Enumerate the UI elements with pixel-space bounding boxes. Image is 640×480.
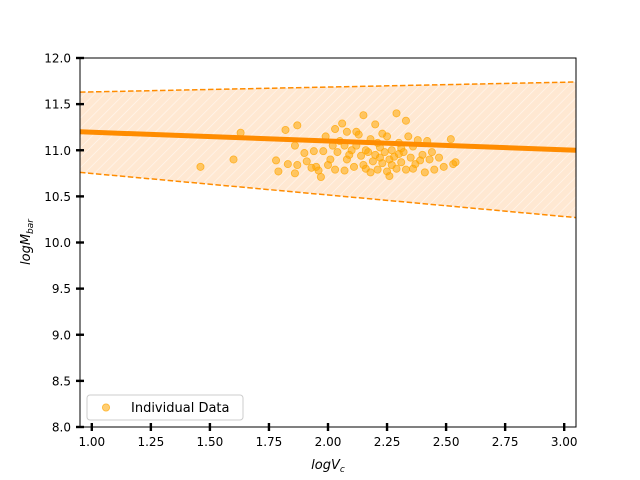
scatter-point — [392, 164, 401, 173]
scatter-point — [281, 125, 290, 134]
scatter-point — [401, 165, 410, 174]
scatter-point — [418, 150, 427, 159]
scatter-point — [366, 168, 375, 177]
x-tick-label: 1.75 — [256, 435, 283, 449]
scatter-point — [338, 119, 347, 128]
y-tick-label: 12.0 — [44, 52, 71, 66]
scatter-point — [274, 167, 283, 176]
scatter-point — [385, 172, 394, 181]
x-tick-label: 2.00 — [315, 435, 342, 449]
y-axis-label: logMbar — [19, 218, 36, 265]
legend-marker — [102, 403, 111, 412]
x-axis-label-subscript: c — [340, 465, 345, 475]
scatter-point — [439, 162, 448, 171]
scatter-point — [309, 147, 318, 156]
legend: Individual Data — [86, 394, 244, 421]
scatter-point — [290, 169, 299, 178]
x-tick-label: 1.50 — [197, 435, 224, 449]
scatter-point — [293, 121, 302, 130]
scatter-point — [361, 146, 370, 155]
scatter-point — [290, 141, 299, 150]
x-tick-label: 2.25 — [374, 435, 401, 449]
scatter-point — [300, 149, 309, 158]
scatter-point — [397, 158, 406, 167]
scatter-point — [401, 116, 410, 125]
y-tick-label: 10.0 — [44, 236, 71, 250]
legend-label: Individual Data — [131, 401, 229, 416]
scatter-point — [316, 173, 325, 182]
scatter-point — [435, 153, 444, 162]
scatter-point — [392, 109, 401, 118]
plot-area: 1.00 1.25 1.50 1.75 2.00 2.25 2.50 2.75 3.00 8.0 8… — [44, 52, 577, 450]
y-tick-label: 11.0 — [44, 144, 71, 158]
x-tick-label: 2.50 — [433, 435, 460, 449]
scatter-point — [425, 155, 434, 164]
scatter-point — [229, 155, 238, 164]
confidence-band — [80, 81, 576, 218]
scatter-point — [196, 162, 205, 171]
y-axis-label-subscript: bar — [26, 218, 36, 234]
y-tick-label: 9.5 — [52, 282, 71, 296]
legend-box — [86, 394, 244, 421]
fit-line — [80, 129, 576, 153]
x-tick-label: 1.25 — [137, 435, 164, 449]
x-axis-label: logVc — [311, 458, 345, 475]
scatter-point — [406, 153, 415, 162]
x-tick-label: 3.00 — [551, 435, 578, 449]
scatter-point — [319, 147, 328, 156]
y-tick-label: 11.5 — [44, 98, 71, 112]
y-tick-label: 8.0 — [52, 421, 71, 435]
scatter-point — [404, 132, 413, 141]
scatter-point — [272, 156, 281, 165]
scatter-point — [349, 162, 358, 171]
scatter-point — [373, 165, 382, 174]
scatter-point — [378, 129, 387, 138]
scatter-point — [380, 148, 389, 157]
scatter-point — [331, 125, 340, 134]
scatter-point — [451, 158, 460, 167]
scatter-point — [430, 165, 439, 174]
scatter-point — [331, 165, 340, 174]
plot-clip-group — [80, 81, 576, 219]
scatter-point — [326, 155, 335, 164]
scatter-point — [446, 135, 455, 144]
scatter-point — [342, 155, 351, 164]
scatter-point — [420, 168, 429, 177]
scatter-point — [409, 164, 418, 173]
scatter-point — [427, 148, 436, 157]
scatter-point — [359, 111, 368, 120]
scatter-point — [354, 130, 363, 139]
scatter-point — [302, 157, 311, 166]
scatter-point — [283, 160, 292, 169]
scatter-point — [357, 151, 366, 160]
scatter-point — [342, 127, 351, 136]
scatter-point — [340, 166, 349, 175]
scatter-point — [293, 161, 302, 170]
x-tick-label: 1.00 — [78, 435, 105, 449]
scatter-point — [371, 120, 380, 129]
scatter-point — [347, 146, 356, 155]
y-tick-label: 8.5 — [52, 374, 71, 388]
scatter-point — [333, 148, 342, 157]
y-tick-label: 9.0 — [52, 328, 71, 342]
scatter-point — [378, 159, 387, 168]
x-tick-label: 2.75 — [492, 435, 519, 449]
lower-bound-line — [80, 171, 576, 219]
upper-bound-line — [80, 81, 576, 93]
y-tick-label: 10.5 — [44, 190, 71, 204]
